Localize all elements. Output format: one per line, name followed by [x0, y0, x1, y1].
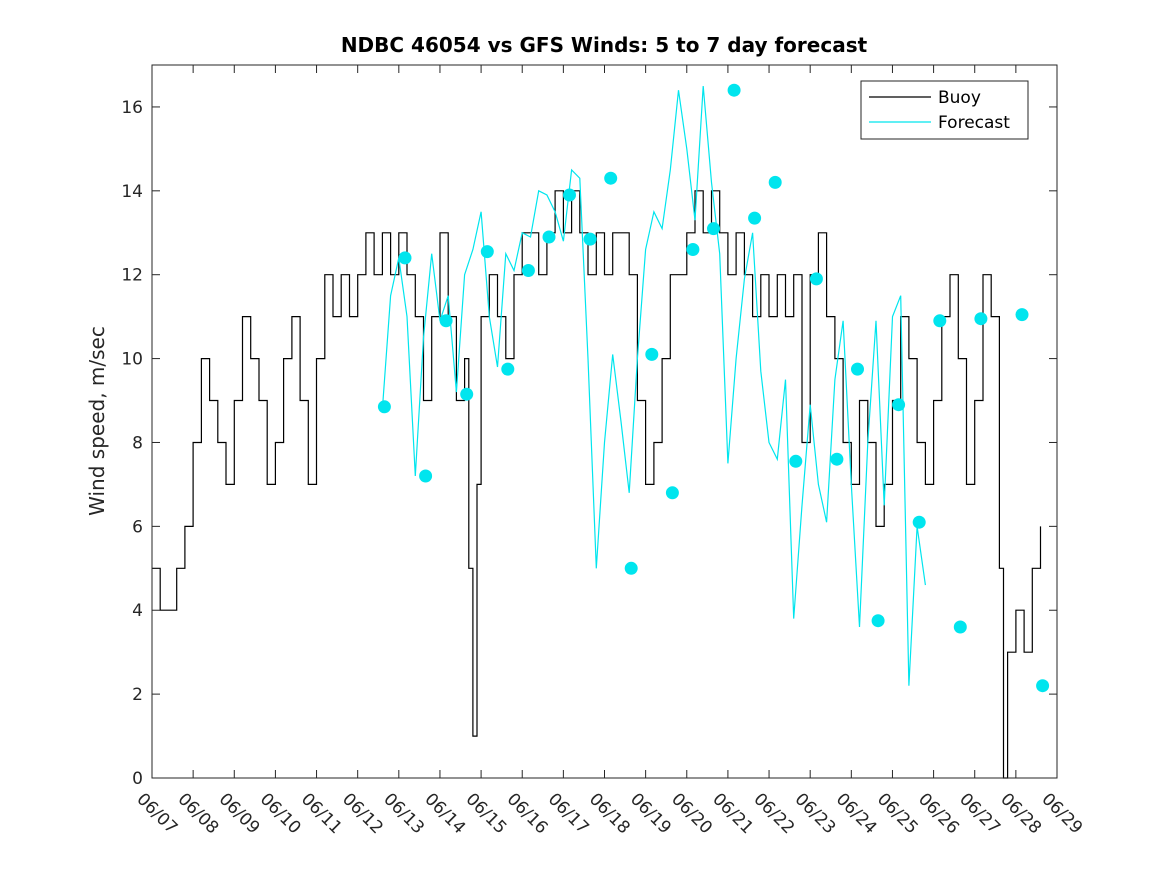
- forecast-point: [686, 243, 700, 256]
- y-tick-label: 2: [132, 685, 143, 705]
- y-tick-label: 12: [121, 266, 143, 286]
- forecast-point: [377, 400, 391, 414]
- forecast-point: [933, 314, 947, 328]
- forecast-point: [604, 171, 618, 185]
- forecast-point: [953, 620, 967, 634]
- forecast-point: [1015, 308, 1029, 322]
- forecast-point: [542, 230, 556, 244]
- forecast-series-line: [381, 85, 926, 686]
- forecast-point: [748, 211, 762, 225]
- forecast-point: [809, 272, 823, 286]
- legend: Buoy Forecast: [860, 80, 1029, 140]
- forecast-point: [768, 175, 782, 189]
- forecast-point: [624, 561, 638, 575]
- forecast-point: [892, 398, 906, 412]
- y-tick-label: 6: [132, 517, 143, 537]
- y-tick-label: 14: [121, 182, 143, 202]
- legend-box: [860, 80, 1029, 140]
- y-tick-label: 16: [121, 98, 143, 118]
- y-tick-label: 10: [121, 350, 143, 370]
- legend-label-buoy: Buoy: [938, 88, 981, 108]
- forecast-point: [851, 362, 864, 376]
- forecast-point: [665, 486, 679, 500]
- y-axis-title: Wind speed, m/sec: [85, 326, 109, 516]
- series-layer: [152, 83, 1050, 779]
- forecast-point: [439, 314, 453, 328]
- y-tick-label: 0: [132, 769, 143, 789]
- forecast-point: [398, 251, 412, 265]
- forecast-point: [727, 83, 741, 97]
- plot-area: [152, 65, 1057, 778]
- y-tick-label: 4: [132, 601, 143, 621]
- forecast-point: [789, 454, 803, 468]
- forecast-point: [1036, 679, 1050, 693]
- forecast-point: [912, 515, 926, 529]
- forecast-point: [830, 452, 844, 466]
- forecast-point: [583, 232, 597, 246]
- forecast-point: [501, 362, 515, 376]
- forecast-point: [645, 347, 659, 361]
- forecast-point: [460, 387, 474, 401]
- legend-label-forecast: Forecast: [938, 113, 1010, 133]
- forecast-point: [707, 222, 720, 236]
- y-tick-label: 8: [132, 433, 143, 453]
- forecast-point: [871, 614, 885, 628]
- chart-title: NDBC 46054 vs GFS Winds: 5 to 7 day fore…: [341, 33, 868, 57]
- forecast-point: [563, 188, 576, 202]
- forecast-point: [480, 245, 494, 259]
- buoy-series-line: [152, 190, 1042, 779]
- forecast-point: [974, 312, 988, 326]
- forecast-point: [521, 264, 535, 277]
- forecast-point: [419, 469, 433, 483]
